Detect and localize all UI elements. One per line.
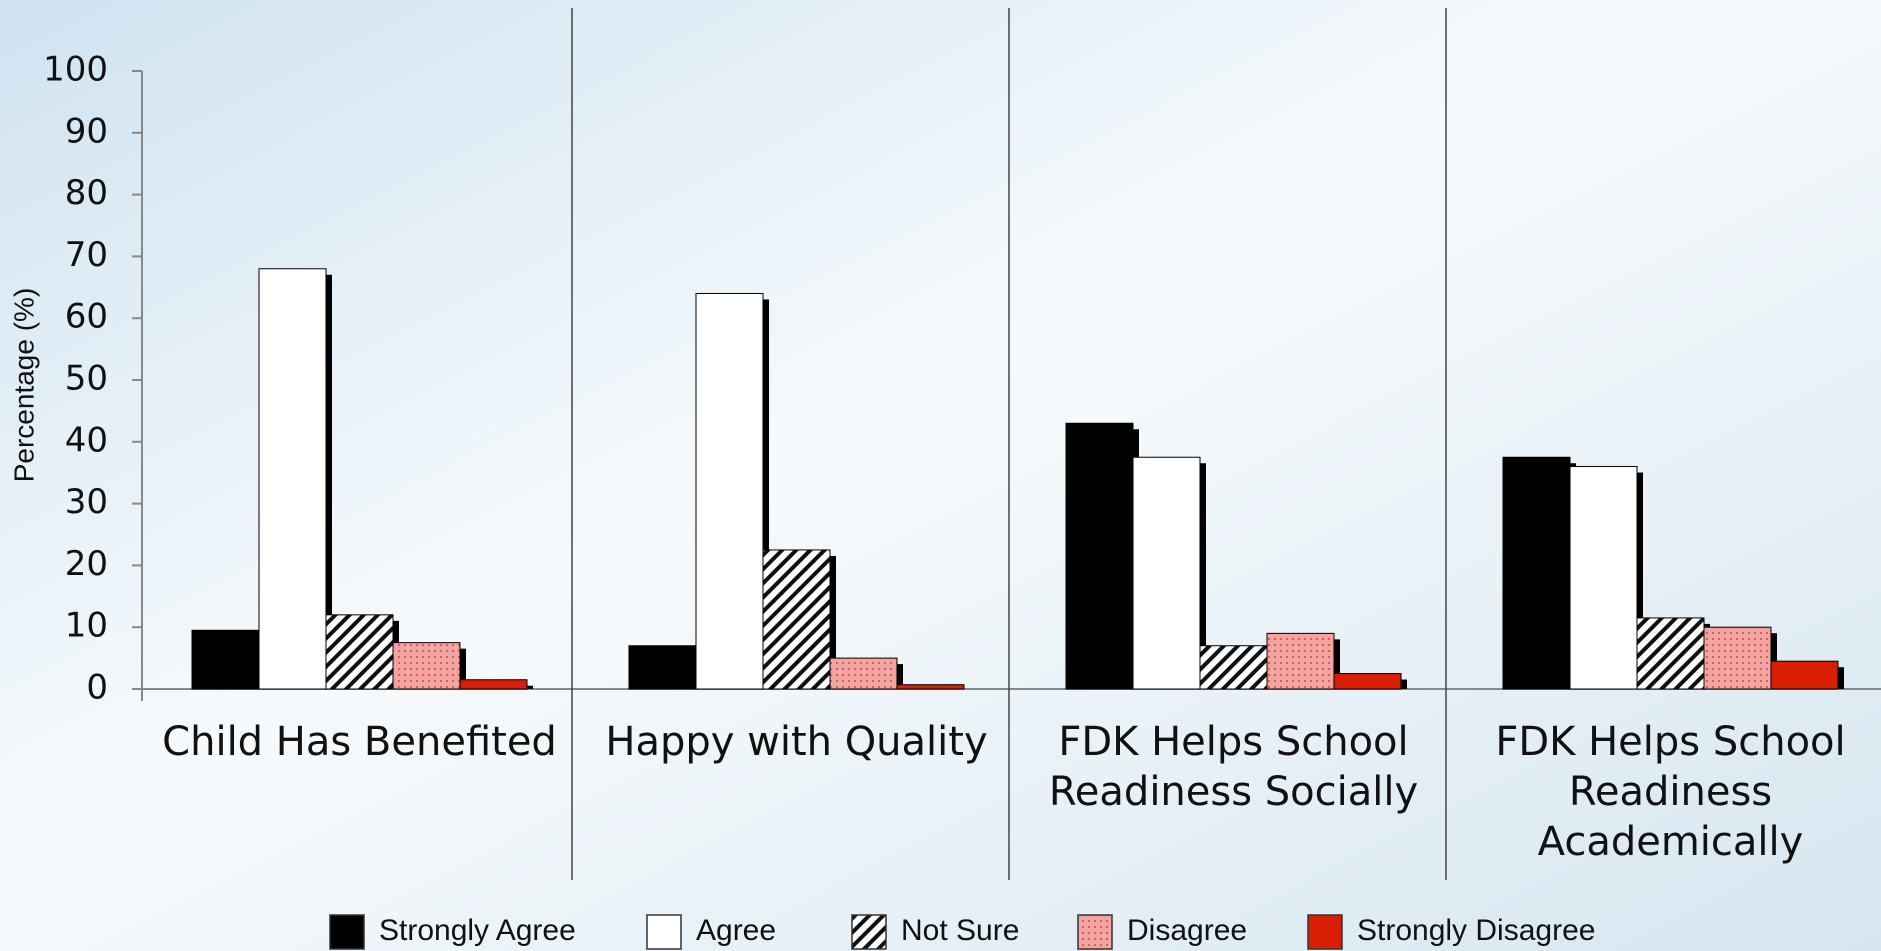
legend-swatch	[1307, 914, 1343, 950]
x-tick-label: Readiness Socially	[1049, 769, 1418, 815]
bar	[829, 657, 898, 690]
legend-swatch	[1077, 914, 1113, 950]
bar	[1502, 456, 1571, 690]
bar	[1266, 632, 1335, 690]
bar	[258, 268, 327, 690]
legend-swatch	[329, 914, 365, 950]
legend-swatch	[851, 914, 887, 950]
legend-swatch	[646, 914, 682, 950]
bar	[628, 645, 697, 690]
bar	[1703, 626, 1772, 690]
y-tick-label: 40	[65, 420, 108, 460]
legend-label: Not Sure	[901, 914, 1019, 947]
legend-label: Strongly Agree	[379, 914, 576, 947]
bar	[695, 292, 764, 690]
y-tick-label: 0	[86, 668, 108, 708]
y-tick-label: 50	[65, 359, 108, 399]
y-tick-label: 30	[65, 482, 108, 522]
x-tick-label: FDK Helps School	[1058, 719, 1408, 765]
bar	[762, 549, 831, 690]
legend-label: Strongly Disagree	[1357, 914, 1595, 947]
bar	[1132, 456, 1201, 690]
x-tick-label: Happy with Quality	[605, 719, 987, 765]
bar	[896, 684, 965, 690]
bar	[325, 614, 394, 690]
y-tick-label: 90	[65, 111, 108, 151]
y-tick-label: 60	[65, 297, 108, 337]
bar	[1065, 422, 1134, 690]
x-tick-label: FDK Helps School	[1495, 719, 1845, 765]
x-tick-label: Academically	[1538, 819, 1804, 865]
legend-label: Agree	[696, 914, 776, 947]
bar	[1199, 645, 1268, 690]
y-tick-label: 20	[65, 544, 108, 584]
bar	[1636, 617, 1705, 690]
legend-label: Disagree	[1127, 914, 1247, 947]
y-tick-label: 100	[43, 50, 108, 90]
y-tick-label: 70	[65, 235, 108, 275]
bar	[1333, 673, 1402, 690]
bar	[1569, 466, 1638, 690]
y-tick-label: 80	[65, 173, 108, 213]
y-axis-label: Percentage (%)	[8, 288, 39, 483]
x-tick-label: Readiness	[1569, 769, 1772, 815]
bar	[1770, 660, 1839, 690]
x-tick-label: Child Has Benefited	[162, 719, 557, 765]
bar	[459, 679, 528, 690]
bar	[191, 629, 260, 690]
y-tick-label: 10	[65, 606, 108, 646]
bar	[392, 642, 461, 690]
